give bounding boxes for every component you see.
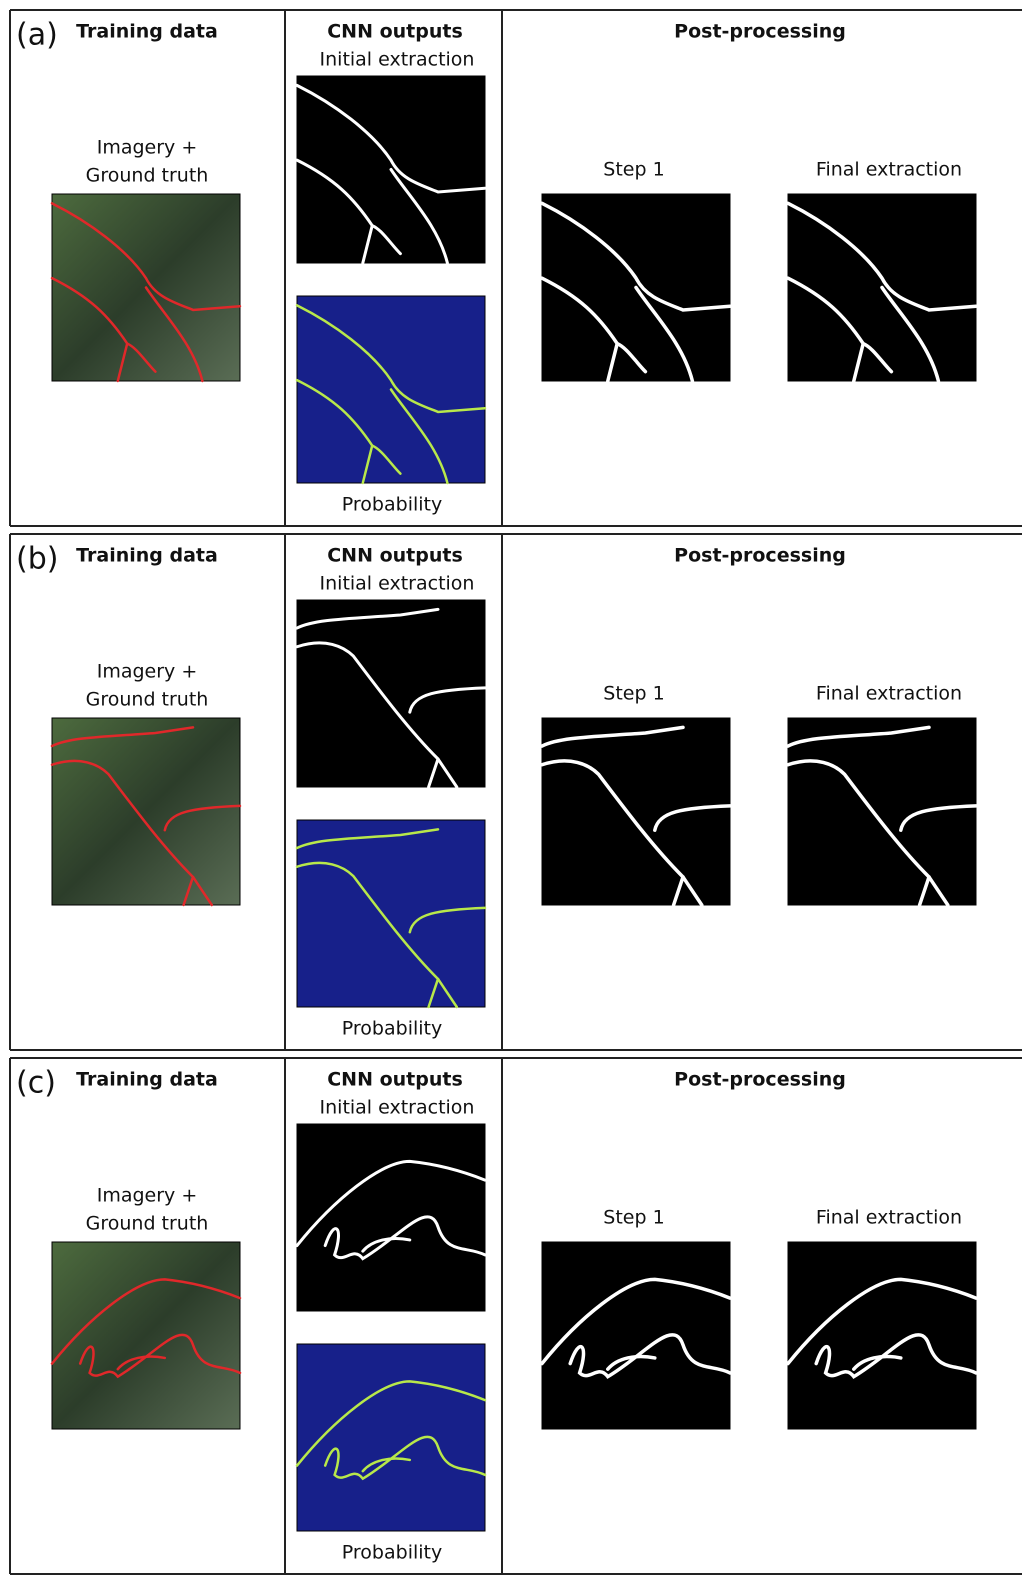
- probability-map: [297, 1344, 485, 1531]
- image-caption: Probability: [342, 1542, 442, 1564]
- image-caption: Initial extraction: [320, 1097, 475, 1119]
- image-bg: [788, 718, 976, 905]
- image-bg: [542, 718, 730, 905]
- initial-extraction: [297, 600, 485, 787]
- image-bg: [297, 1344, 485, 1531]
- image-caption: Probability: [342, 494, 442, 516]
- column-title: Post-processing: [674, 545, 846, 567]
- step1-extraction: [542, 194, 730, 381]
- imagery: [52, 1242, 240, 1429]
- image-caption: Imagery +: [97, 137, 198, 159]
- image-caption: Step 1: [603, 683, 664, 705]
- image-caption: Ground truth: [86, 689, 209, 711]
- final-extraction: [788, 1242, 976, 1429]
- column-title: CNN outputs: [327, 21, 463, 43]
- initial-extraction: [297, 76, 485, 263]
- image-caption: Final extraction: [816, 159, 962, 181]
- column-title: Post-processing: [674, 1069, 846, 1091]
- image-bg: [52, 718, 240, 905]
- image-bg: [297, 820, 485, 1007]
- image-caption: Final extraction: [816, 1207, 962, 1229]
- column-title: Training data: [76, 1069, 218, 1091]
- step1-extraction: [542, 1242, 730, 1429]
- image-caption: Step 1: [603, 159, 664, 181]
- imagery: [52, 194, 240, 381]
- initial-extraction: [297, 1124, 485, 1311]
- image-bg: [788, 1242, 976, 1429]
- panel-label: (b): [16, 542, 58, 577]
- image-caption: Ground truth: [86, 165, 209, 187]
- probability-map: [297, 296, 485, 483]
- column-title: CNN outputs: [327, 1069, 463, 1091]
- step1-extraction: [542, 718, 730, 905]
- image-caption: Ground truth: [86, 1213, 209, 1235]
- column-title: Training data: [76, 545, 218, 567]
- final-extraction: [788, 194, 976, 381]
- column-title: CNN outputs: [327, 545, 463, 567]
- image-caption: Imagery +: [97, 661, 198, 683]
- image-bg: [52, 1242, 240, 1429]
- probability-map: [297, 820, 485, 1007]
- figure: (a) Training data CNN outputs Initial extra…: [0, 0, 1022, 1589]
- image-caption: Probability: [342, 1018, 442, 1040]
- image-caption: Final extraction: [816, 683, 962, 705]
- image-bg: [297, 600, 485, 787]
- column-title: Training data: [76, 21, 218, 43]
- image-caption: Initial extraction: [320, 573, 475, 595]
- panel-label: (a): [16, 18, 58, 53]
- final-extraction: [788, 718, 976, 905]
- image-bg: [542, 1242, 730, 1429]
- image-bg: [297, 1124, 485, 1311]
- image-caption: Imagery +: [97, 1185, 198, 1207]
- panel-label: (c): [16, 1066, 56, 1101]
- image-caption: Initial extraction: [320, 49, 475, 71]
- column-title: Post-processing: [674, 21, 846, 43]
- image-caption: Step 1: [603, 1207, 664, 1229]
- imagery: [52, 718, 240, 905]
